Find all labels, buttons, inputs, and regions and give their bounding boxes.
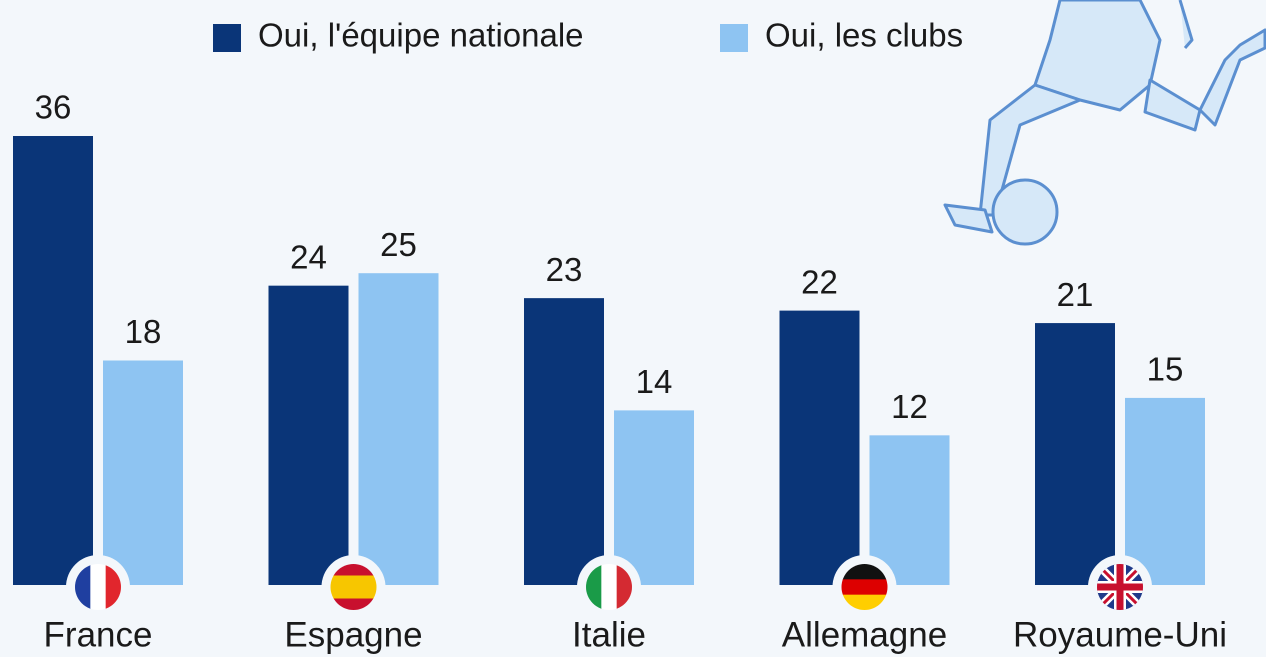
- x-tick-label: Espagne: [284, 615, 422, 654]
- value-label: 14: [636, 363, 673, 400]
- bar: [1125, 398, 1205, 585]
- x-tick-label: Allemagne: [782, 615, 947, 654]
- flag-part: [601, 564, 617, 610]
- legend-swatch: [720, 24, 748, 52]
- flag: [1097, 564, 1143, 610]
- value-label: 21: [1057, 276, 1094, 313]
- flag-part: [90, 564, 106, 610]
- legend-swatch: [213, 24, 241, 52]
- bar: [524, 298, 604, 585]
- bar: [103, 361, 183, 586]
- value-label: 22: [801, 263, 838, 300]
- x-tick-label: Royaume-Uni: [1013, 615, 1227, 654]
- x-tick-label: Italie: [572, 615, 646, 654]
- value-label: 36: [35, 89, 72, 126]
- value-label: 25: [380, 226, 417, 263]
- bar: [1035, 323, 1115, 585]
- flag-part: [842, 579, 888, 595]
- bar: [13, 136, 93, 585]
- bar: [269, 286, 349, 585]
- legend-label: Oui, l'équipe nationale: [258, 17, 584, 54]
- bar: [780, 311, 860, 585]
- bar: [359, 273, 439, 585]
- chart: Oui, l'équipe nationale Oui, les clubs 36 1…: [0, 0, 1266, 657]
- legend-label: Oui, les clubs: [765, 17, 963, 54]
- value-label: 23: [546, 251, 583, 288]
- value-label: 24: [290, 238, 327, 275]
- bar: [614, 410, 694, 585]
- flag-part: [331, 587, 377, 599]
- value-label: 15: [1147, 351, 1184, 388]
- x-tick-label: France: [44, 615, 153, 654]
- flag-part: [331, 576, 377, 588]
- value-label: 12: [891, 388, 928, 425]
- value-label: 18: [125, 313, 162, 350]
